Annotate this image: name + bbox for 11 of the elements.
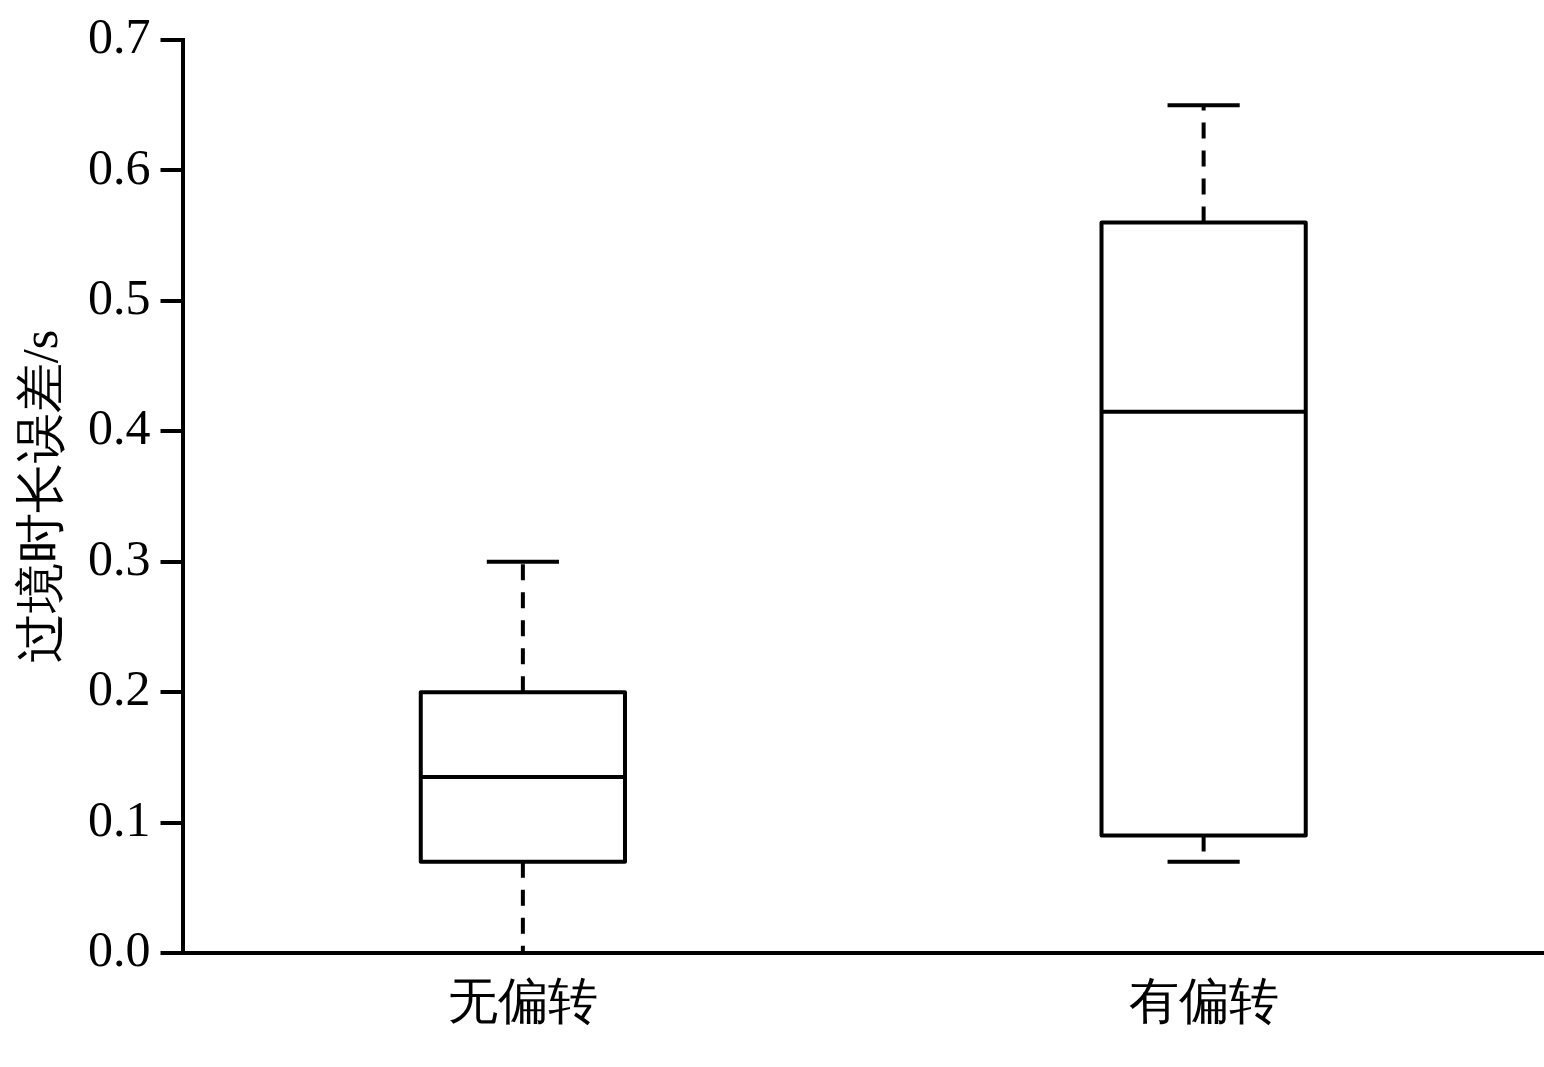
y-tick-label: 0.5 (88, 268, 151, 325)
x-tick-label: 无偏转 (447, 973, 598, 1030)
y-tick-label: 0.6 (88, 138, 151, 195)
y-tick-label: 0.3 (88, 529, 151, 586)
x-tick-label: 有偏转 (1128, 973, 1279, 1030)
y-tick-label: 0.4 (88, 399, 151, 456)
y-tick-label: 0.7 (88, 8, 151, 65)
y-axis-title: 过境时长误差/s (12, 329, 69, 664)
y-tick-label: 0.1 (88, 790, 151, 847)
y-tick-label: 0.2 (88, 660, 151, 717)
y-tick-label: 0.0 (88, 921, 151, 978)
